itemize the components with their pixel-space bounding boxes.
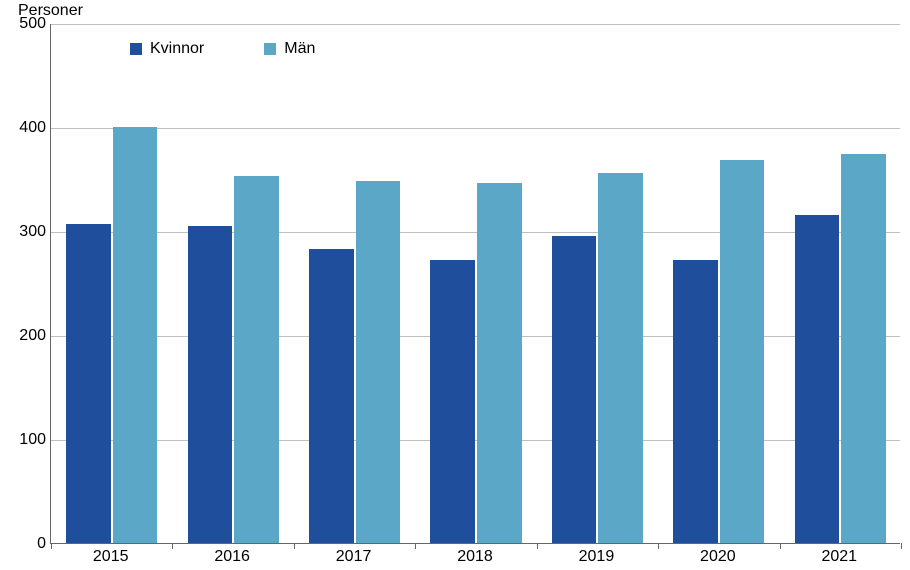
legend-label: Kvinnor: [150, 40, 204, 58]
bar: [113, 127, 158, 543]
x-tick-label: 2019: [579, 548, 615, 566]
bar: [356, 181, 401, 543]
legend: Kvinnor Män: [130, 40, 375, 58]
legend-swatch: [130, 43, 142, 55]
y-tick-label: 500: [6, 15, 46, 33]
bar: [430, 260, 475, 543]
bar: [552, 236, 597, 543]
legend-swatch: [264, 43, 276, 55]
y-tick-label: 0: [6, 535, 46, 553]
y-tick-label: 300: [6, 223, 46, 241]
legend-item: Män: [264, 40, 315, 58]
bar: [598, 173, 643, 543]
y-tick-label: 200: [6, 327, 46, 345]
grid-line: [51, 128, 900, 129]
x-tick-label: 2015: [93, 548, 129, 566]
bar: [188, 226, 233, 543]
bar: [309, 249, 354, 543]
x-tick: [294, 543, 295, 549]
x-tick: [415, 543, 416, 549]
bar: [841, 154, 886, 543]
y-tick-label: 400: [6, 119, 46, 137]
chart-container: Personer 0100200300400500 20152016201720…: [0, 0, 910, 570]
plot-area: [50, 24, 900, 544]
bar: [673, 260, 718, 543]
x-tick-label: 2016: [214, 548, 250, 566]
grid-line: [51, 24, 900, 25]
y-tick-label: 100: [6, 431, 46, 449]
x-tick-label: 2020: [700, 548, 736, 566]
x-tick-label: 2021: [821, 548, 857, 566]
x-tick: [51, 543, 52, 549]
bar: [720, 160, 765, 543]
grid-line: [51, 232, 900, 233]
x-tick-label: 2018: [457, 548, 493, 566]
grid-line: [51, 336, 900, 337]
legend-label: Män: [284, 40, 315, 58]
bar: [66, 224, 111, 543]
x-tick: [537, 543, 538, 549]
bar: [234, 176, 279, 543]
x-tick: [658, 543, 659, 549]
x-tick: [901, 543, 902, 549]
x-tick: [172, 543, 173, 549]
bar: [795, 215, 840, 543]
x-tick: [780, 543, 781, 549]
legend-item: Kvinnor: [130, 40, 204, 58]
x-tick-label: 2017: [336, 548, 372, 566]
bar: [477, 183, 522, 543]
grid-line: [51, 440, 900, 441]
